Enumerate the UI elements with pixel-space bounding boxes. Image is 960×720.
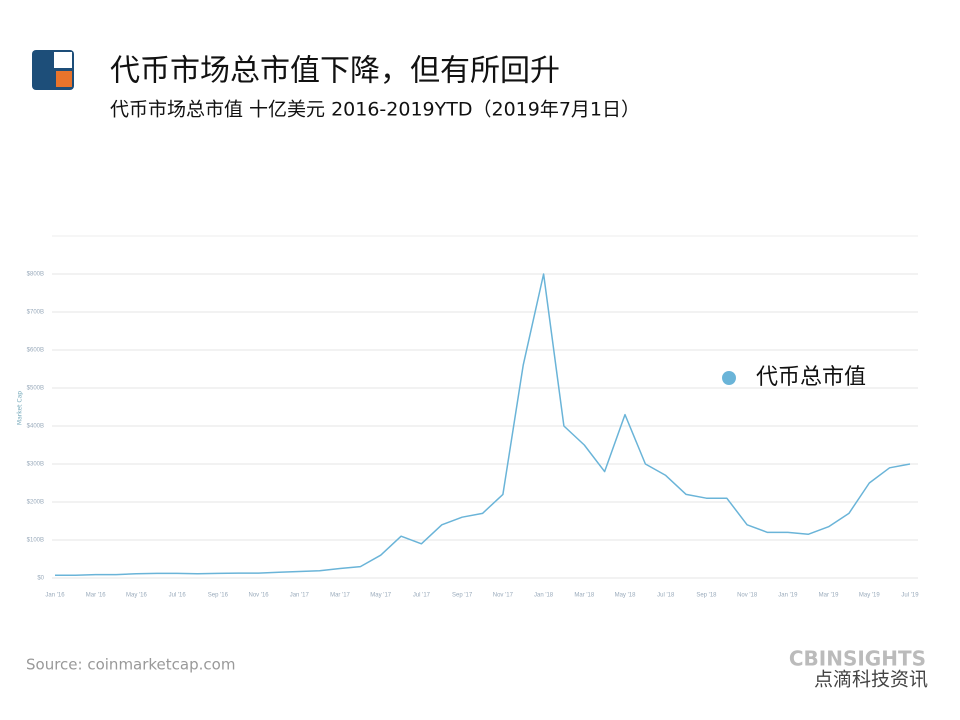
x-tick-label: Mar '19 bbox=[819, 593, 839, 599]
y-tick-label: $600B bbox=[27, 348, 44, 354]
x-tick-label: Jul '18 bbox=[657, 593, 675, 599]
x-tick-label: May '18 bbox=[615, 593, 636, 599]
logo-part bbox=[56, 71, 72, 87]
brand: CBINSIGHTS bbox=[789, 647, 926, 671]
x-tick-label: Sep '18 bbox=[696, 593, 717, 599]
legend-marker bbox=[722, 371, 736, 385]
logo-part bbox=[54, 52, 72, 68]
y-tick-label: $200B bbox=[27, 500, 44, 506]
x-tick-label: Mar '17 bbox=[330, 593, 350, 599]
x-tick-label: Jan '19 bbox=[778, 593, 798, 599]
source: Source: coinmarketcap.com bbox=[26, 656, 235, 674]
x-tick-label: May '16 bbox=[126, 593, 147, 599]
y-tick-label: $0 bbox=[37, 576, 44, 582]
x-tick-label: Jan '17 bbox=[290, 593, 310, 599]
watermark: 点滴科技资讯 bbox=[814, 669, 928, 691]
x-tick-label: Jul '16 bbox=[169, 593, 187, 599]
x-tick-label: May '17 bbox=[370, 593, 391, 599]
x-tick-label: Sep '17 bbox=[452, 593, 473, 599]
title: 代币市场总市值下降，但有所回升 bbox=[110, 54, 560, 89]
x-tick-label: Mar '16 bbox=[86, 593, 106, 599]
x-tick-label: Jul '19 bbox=[901, 593, 919, 599]
x-tick-label: Nov '17 bbox=[493, 593, 514, 599]
y-tick-label: $400B bbox=[27, 424, 44, 430]
x-tick-label: Sep '16 bbox=[208, 593, 229, 599]
x-tick-label: Nov '16 bbox=[248, 593, 269, 599]
y-tick-label: $700B bbox=[27, 310, 44, 316]
x-tick-label: Jul '17 bbox=[413, 593, 431, 599]
x-tick-label: Mar '18 bbox=[574, 593, 594, 599]
x-tick-label: Nov '18 bbox=[737, 593, 758, 599]
data-line bbox=[55, 273, 911, 577]
y-tick-label: $500B bbox=[27, 386, 44, 392]
legend-label: 代币总市值 bbox=[756, 365, 866, 390]
y-axis-label: Market Cap bbox=[17, 391, 24, 425]
y-tick-label: $300B bbox=[27, 462, 44, 468]
logo bbox=[32, 50, 74, 90]
subtitle: 代币市场总市值 十亿美元 2016-2019YTD（2019年7月1日） bbox=[110, 99, 640, 121]
x-tick-label: May '19 bbox=[859, 593, 880, 599]
y-tick-label: $800B bbox=[27, 272, 44, 278]
x-tick-label: Jan '18 bbox=[534, 593, 554, 599]
x-tick-label: Jan '16 bbox=[45, 593, 65, 599]
y-tick-label: $100B bbox=[27, 538, 44, 544]
